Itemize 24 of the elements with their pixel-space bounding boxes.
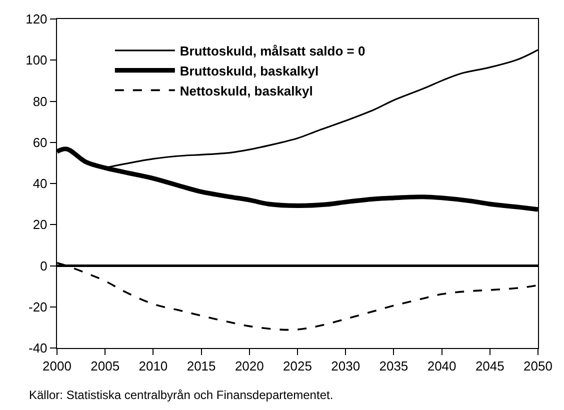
y-tick-label: 40: [32, 176, 48, 192]
x-tick-label: 2035: [379, 358, 408, 374]
text: Källor: Statistiska centralbyrån och Finansdepartementet.: [29, 388, 334, 402]
y-tick-label: -20: [28, 299, 48, 314]
x-tick-label: 2050: [524, 358, 552, 374]
x-tick-label: 2045: [475, 358, 504, 374]
legend-label: Bruttoskuld, baskalkyl: [180, 63, 319, 78]
x-tick-label: 2000: [42, 358, 72, 374]
x-tick-label: 2015: [186, 358, 216, 374]
y-tick-label: 80: [32, 94, 48, 109]
y-tick-label: 60: [32, 134, 48, 150]
y-tick-label: 120: [26, 12, 48, 27]
y-tick-label: -40: [28, 340, 48, 356]
x-tick-label: 2025: [283, 358, 312, 374]
x-tick-label: 2020: [234, 358, 264, 374]
y-tick-label: 0: [40, 258, 48, 274]
legend-label: Bruttoskuld, målsatt saldo = 0: [180, 43, 366, 58]
x-tick-label: 2030: [331, 358, 360, 374]
x-tick-label: 2005: [90, 358, 120, 374]
x-tick-label: 2040: [427, 358, 456, 374]
x-tick-label: 2010: [138, 358, 168, 374]
y-tick-label: 20: [32, 217, 48, 232]
legend-label: Nettoskuld, baskalkyl: [180, 83, 313, 98]
y-tick-label: 100: [26, 52, 48, 68]
